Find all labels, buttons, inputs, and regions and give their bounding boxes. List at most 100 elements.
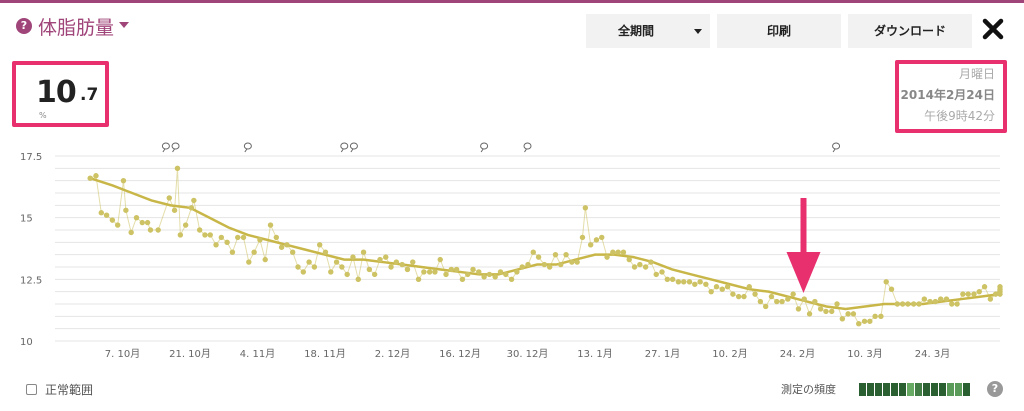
period-dropdown[interactable]: 全期間 <box>586 14 710 48</box>
highlight-arrow-shaft <box>800 198 807 258</box>
chevron-down-icon[interactable] <box>119 22 129 28</box>
data-point <box>525 261 531 268</box>
comment-icon <box>340 142 349 150</box>
selected-date: 2014年2月24日 <box>900 88 995 102</box>
frequency-cell <box>899 383 906 396</box>
close-icon[interactable] <box>981 17 1005 41</box>
data-point <box>829 308 835 315</box>
data-point <box>366 266 373 273</box>
data-point <box>393 259 400 265</box>
comment-icon-tail <box>350 148 354 153</box>
data-point <box>563 251 569 258</box>
x-tick-label: 24. 3月 <box>915 348 950 360</box>
data-point <box>273 234 280 241</box>
normal-range-label: 正常範囲 <box>45 383 94 397</box>
data-point <box>350 254 356 260</box>
data-point <box>98 210 104 216</box>
data-point <box>806 311 813 317</box>
data-point <box>960 291 966 297</box>
data-point <box>954 301 960 307</box>
data-point <box>339 264 345 270</box>
data-point <box>535 254 542 260</box>
x-tick-label: 27. 1月 <box>645 348 680 360</box>
data-point <box>295 264 301 270</box>
frequency-cell <box>923 383 930 396</box>
x-tick-label: 18. 11月 <box>304 348 346 360</box>
raw-series-line <box>90 168 1001 325</box>
data-point <box>388 264 394 270</box>
data-point <box>675 279 682 285</box>
data-point <box>188 205 195 211</box>
data-point <box>878 313 884 320</box>
data-point <box>856 321 862 327</box>
frequency-cell <box>939 383 946 396</box>
x-tick-label: 24. 2月 <box>780 348 815 360</box>
data-point <box>426 269 433 275</box>
comment-icon <box>243 142 252 150</box>
frequency-cell <box>931 383 938 396</box>
data-point <box>746 284 752 290</box>
selected-date-highlight: 月曜日 2014年2月24日 午後9時42分 <box>895 60 1007 133</box>
data-point <box>648 259 654 265</box>
download-button[interactable]: ダウンロード <box>848 14 972 48</box>
comment-icon <box>171 142 180 150</box>
data-point <box>103 212 110 218</box>
data-point <box>713 284 720 290</box>
normal-range-checkbox[interactable] <box>26 384 37 395</box>
data-point <box>437 256 443 263</box>
comment-icon <box>480 142 489 150</box>
data-point <box>355 276 361 283</box>
data-point <box>300 269 307 275</box>
print-button[interactable]: 印刷 <box>717 14 841 48</box>
y-tick-label: 15 <box>20 214 33 225</box>
data-point <box>604 254 610 260</box>
data-point <box>235 234 241 241</box>
data-point <box>943 296 950 302</box>
selected-weekday: 月曜日 <box>958 67 995 81</box>
data-point <box>757 298 764 305</box>
data-point <box>476 269 482 275</box>
comment-icon-tail <box>524 148 527 153</box>
metric-selector[interactable]: 体脂肪量 <box>38 17 115 39</box>
x-tick-label: 21. 10月 <box>169 348 211 360</box>
data-point <box>497 269 504 275</box>
data-point <box>927 298 933 305</box>
current-value-unit: % <box>39 111 47 120</box>
data-point <box>93 173 99 179</box>
data-point <box>735 293 742 300</box>
data-point <box>519 264 525 270</box>
caret-down-icon <box>694 29 702 34</box>
help-icon[interactable]: ? <box>987 381 1003 397</box>
data-point <box>997 286 1003 292</box>
data-point <box>795 306 802 312</box>
frequency-cell <box>883 383 890 396</box>
x-tick-label: 7. 10月 <box>105 348 140 360</box>
data-point <box>246 259 252 265</box>
data-point <box>284 242 290 248</box>
body-fat-chart[interactable]: 17.5 15 12.5 10 7. 10月 21. 10月 4. 11月 18. 11月 2.… <box>0 138 1024 363</box>
data-point <box>834 301 840 307</box>
data-point <box>850 311 857 317</box>
data-point <box>448 266 455 273</box>
comment-icon-tail <box>244 148 248 153</box>
data-point <box>120 177 127 184</box>
data-point <box>552 251 559 258</box>
data-point <box>888 286 895 292</box>
data-point <box>344 271 350 278</box>
data-point <box>486 271 493 278</box>
data-point <box>932 298 939 305</box>
data-point <box>166 195 172 201</box>
frequency-cell <box>963 383 970 396</box>
data-point <box>371 271 378 278</box>
data-point <box>453 266 460 273</box>
data-point <box>965 291 971 297</box>
data-point <box>669 276 676 283</box>
data-point <box>240 234 247 241</box>
data-point <box>207 232 213 238</box>
data-point <box>845 311 851 317</box>
help-icon[interactable]: ? <box>16 18 32 34</box>
data-point <box>762 303 769 310</box>
data-point <box>87 175 93 181</box>
frequency-label: 測定の頻度 <box>781 383 836 396</box>
chart-footer: 正常範囲 測定の頻度 ? <box>0 375 1024 405</box>
